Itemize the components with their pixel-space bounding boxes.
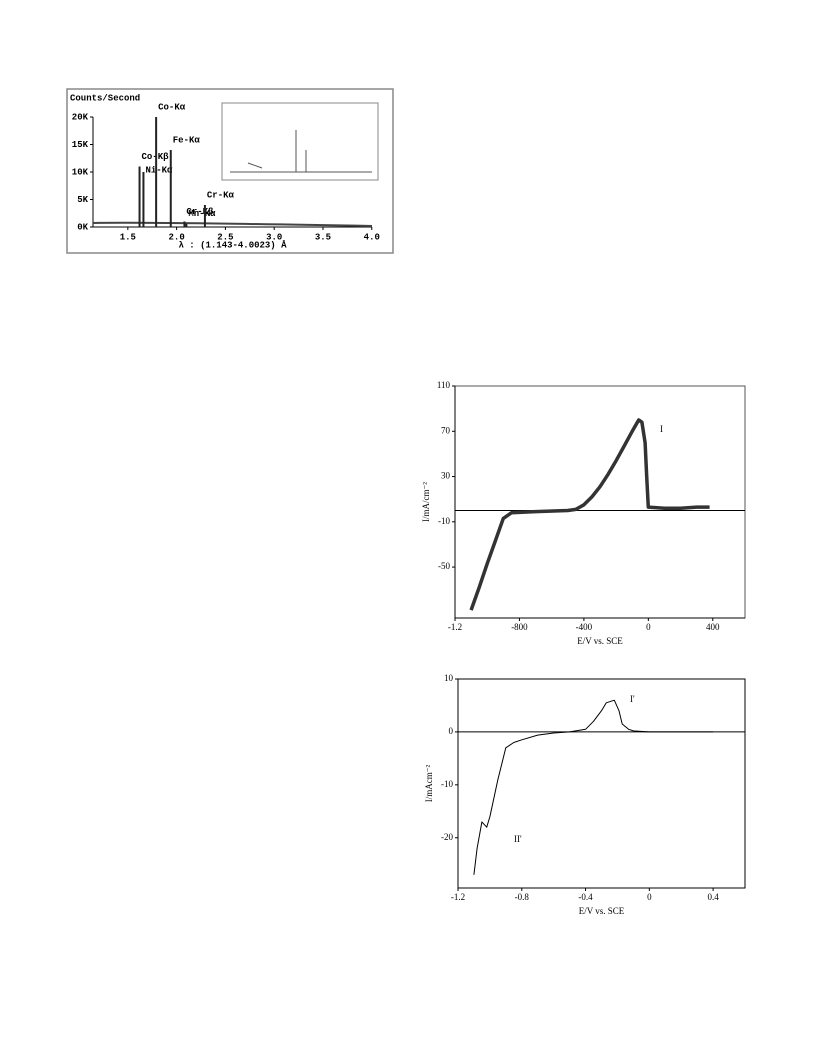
x-tick-label: 1.5 bbox=[120, 232, 136, 242]
y-tick-label: 10K bbox=[72, 167, 89, 177]
x-axis-label: E/V vs. SCE bbox=[577, 636, 623, 646]
x-tick-label: -1.2 bbox=[448, 622, 462, 632]
x-tick-label: 2.0 bbox=[169, 232, 185, 242]
annotation: II' bbox=[514, 834, 522, 844]
y-axis-label: I/mAcm⁻² bbox=[424, 764, 434, 802]
peak-label: Ni-Kα bbox=[145, 165, 173, 175]
y-tick-label: 20K bbox=[72, 112, 89, 122]
x-tick-label: -1.2 bbox=[451, 892, 465, 902]
x-tick-label: 4.0 bbox=[364, 232, 380, 242]
annotation: I' bbox=[630, 694, 635, 704]
axes bbox=[92, 117, 372, 228]
peak-label: Fe-Kα bbox=[173, 135, 201, 145]
peak-label: Mn-Kα bbox=[188, 209, 216, 219]
y-tick-label: 70 bbox=[441, 425, 451, 435]
x-axis-label: λ : (1.143-4.0023) Å bbox=[178, 239, 287, 250]
y-axis-label: Counts/Second bbox=[70, 93, 140, 103]
annotation: I bbox=[660, 424, 663, 434]
x-tick-label: 0 bbox=[646, 622, 651, 632]
inset bbox=[221, 102, 379, 181]
axes bbox=[454, 386, 745, 619]
x-tick-label: -400 bbox=[576, 622, 593, 632]
y-tick-label: 0 bbox=[449, 726, 454, 736]
chart: 0K 5K 10K 15K 20K 1.5 2.0 2.5 3.0 3.5 4.0 Counts/Se… bbox=[70, 93, 380, 250]
peak-label: Cr-Kβ bbox=[186, 207, 214, 217]
x-tick-label: 0.4 bbox=[707, 892, 719, 902]
figure-frame bbox=[66, 88, 394, 254]
x-tick-label: 3.5 bbox=[315, 232, 331, 242]
axes bbox=[457, 679, 745, 889]
plot-frame bbox=[454, 385, 746, 619]
y-tick-label: -50 bbox=[438, 561, 450, 571]
y-tick-label: 10 bbox=[444, 673, 454, 683]
inset-plot bbox=[230, 130, 372, 173]
y-tick-label: 0K bbox=[77, 222, 88, 232]
x-tick-label: -0.8 bbox=[515, 892, 530, 902]
chart: 110 70 30 -10 -50 -1.2 -800 -400 0 400 E/V vs. SCE… bbox=[421, 380, 745, 646]
curve bbox=[469, 418, 710, 611]
y-tick-label: -20 bbox=[441, 832, 453, 842]
y-tick-label: 110 bbox=[437, 380, 451, 390]
x-tick-label: 0 bbox=[647, 892, 652, 902]
y-tick-label: 15K bbox=[72, 140, 89, 150]
curve bbox=[473, 699, 714, 875]
y-tick-label: -10 bbox=[441, 779, 453, 789]
peak-label: Co-Kα bbox=[158, 102, 186, 112]
x-tick-label: -0.4 bbox=[578, 892, 593, 902]
peak-label: Cr-Kα bbox=[207, 190, 235, 200]
y-axis-label: I/mA/cm⁻² bbox=[421, 482, 431, 522]
x-tick-label: 3.0 bbox=[266, 232, 282, 242]
background bbox=[92, 221, 373, 227]
x-tick-label: 2.5 bbox=[217, 232, 233, 242]
y-tick-label: -10 bbox=[438, 516, 450, 526]
x-tick-label: -800 bbox=[511, 622, 528, 632]
x-tick-label: 400 bbox=[706, 622, 720, 632]
chart: 10 0 -10 -20 -1.2 -0.8 -0.4 0 0.4 E/V vs. SCE I/mA… bbox=[424, 673, 745, 916]
y-tick-label: 30 bbox=[441, 471, 451, 481]
x-axis-label: E/V vs. SCE bbox=[579, 906, 625, 916]
y-tick-label: 5K bbox=[77, 195, 88, 205]
